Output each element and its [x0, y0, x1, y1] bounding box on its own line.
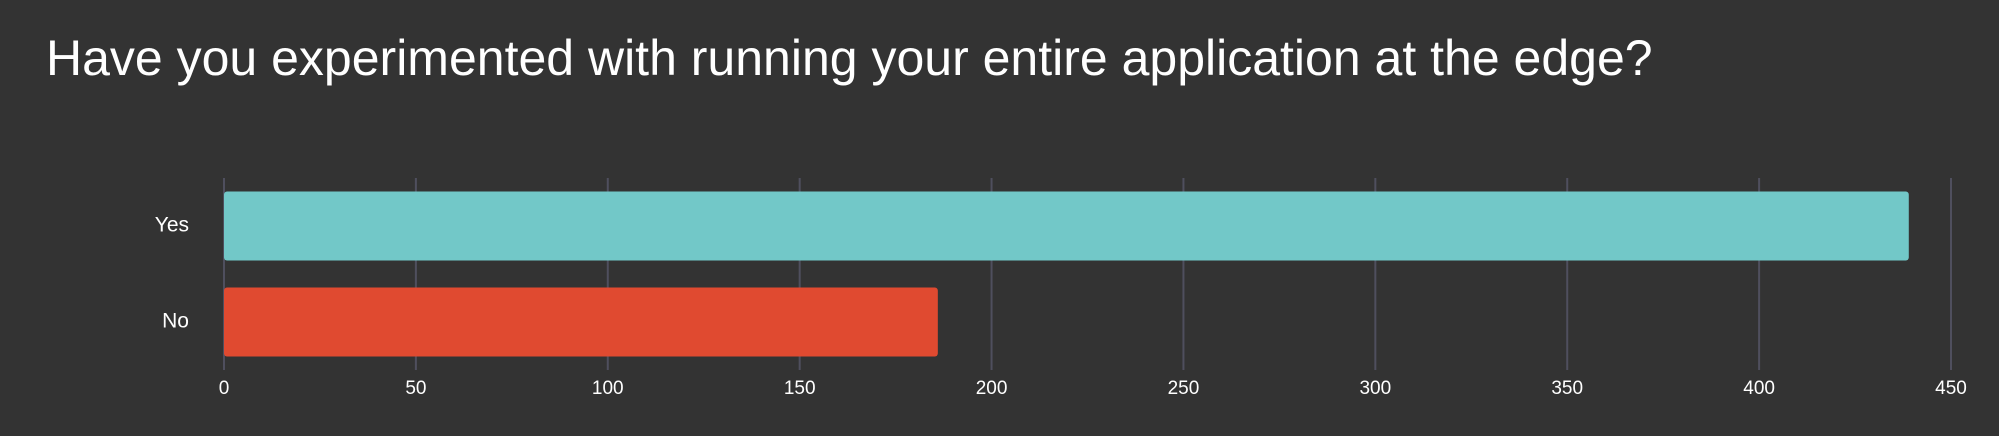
chart-title: Have you experimented with running your … — [46, 30, 1653, 86]
x-tick-label: 400 — [1743, 378, 1775, 399]
bar — [224, 287, 938, 357]
bar — [224, 191, 1909, 261]
x-tick-label: 0 — [219, 378, 230, 399]
x-tick-label: 300 — [1359, 378, 1391, 399]
x-tick-label: 350 — [1551, 378, 1583, 399]
x-tick-label: 450 — [1935, 378, 1967, 399]
x-tick-label: 250 — [1168, 378, 1200, 399]
y-tick-label: Yes — [155, 214, 189, 237]
x-tick-label: 200 — [976, 378, 1008, 399]
y-tick-label: No — [162, 310, 189, 333]
x-tick-label: 50 — [405, 378, 426, 399]
x-tick-label: 150 — [784, 378, 816, 399]
x-tick-label: 100 — [592, 378, 624, 399]
